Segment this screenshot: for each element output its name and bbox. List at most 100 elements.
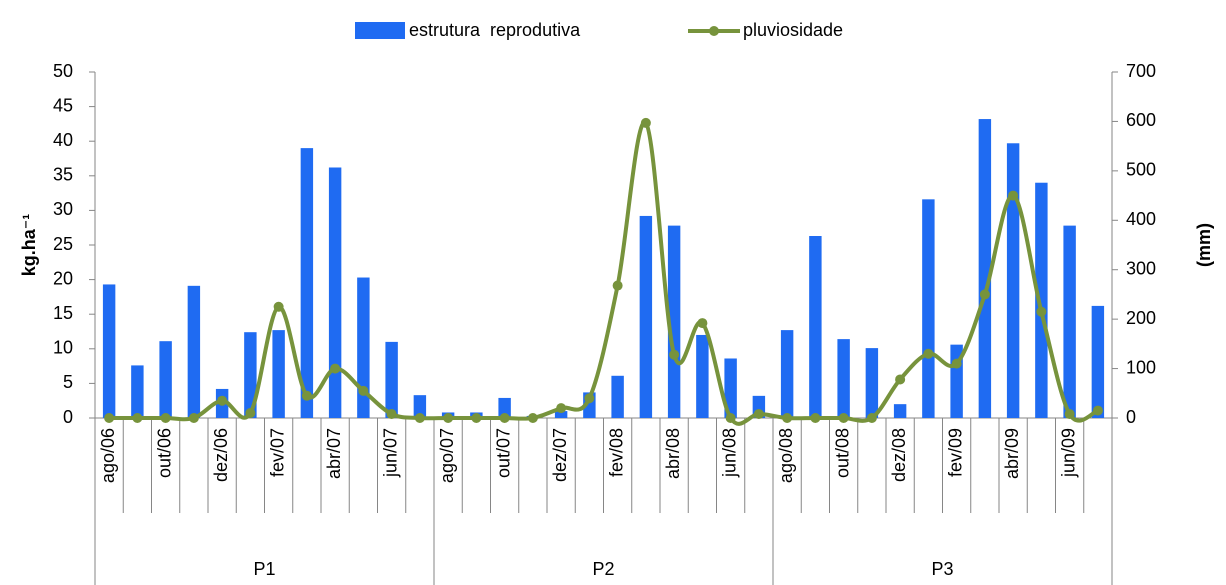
group-label: P1 <box>253 559 275 579</box>
x-tick-label: abr/09 <box>1002 428 1022 479</box>
bar <box>300 148 314 418</box>
line-marker <box>697 318 708 329</box>
line-marker <box>527 413 538 423</box>
x-tick-label: dez/06 <box>211 428 231 482</box>
y-axis-label: kg.ha⁻¹ <box>19 214 39 277</box>
y-tick-label: 35 <box>53 165 73 185</box>
line-marker <box>386 409 397 420</box>
line-marker <box>414 413 425 423</box>
y-tick-label: 15 <box>53 303 73 323</box>
bar <box>978 119 992 418</box>
y2-tick-label: 200 <box>1126 308 1156 328</box>
line-marker <box>725 413 736 423</box>
x-tick-label: out/06 <box>154 428 174 478</box>
line-marker <box>443 413 454 423</box>
line-marker <box>132 413 143 423</box>
y2-tick-label: 400 <box>1126 209 1156 229</box>
y-tick-label: 45 <box>53 95 73 115</box>
bar <box>328 167 342 418</box>
x-tick-label: jun/09 <box>1058 428 1078 478</box>
line-marker <box>1008 190 1019 201</box>
line-marker <box>669 349 680 360</box>
x-tick-label: out/08 <box>832 428 852 478</box>
y-tick-label: 40 <box>53 130 73 150</box>
legend-label: estrutura reprodutiva <box>409 20 581 40</box>
legend-swatch <box>355 22 405 39</box>
line-marker <box>810 413 821 423</box>
bar <box>385 341 398 418</box>
bar <box>1006 143 1020 418</box>
line-marker <box>499 413 510 423</box>
line-marker <box>895 374 906 385</box>
line-marker <box>160 413 171 423</box>
y-tick-label: 0 <box>63 407 73 427</box>
line-marker <box>782 413 793 423</box>
x-tick-label: jun/08 <box>719 428 739 478</box>
bar <box>554 411 568 418</box>
line-marker <box>217 395 228 406</box>
y2-tick-label: 600 <box>1126 110 1156 130</box>
bar <box>865 348 879 418</box>
bar <box>667 225 681 418</box>
y2-tick-label: 700 <box>1126 61 1156 81</box>
line-marker <box>104 413 115 423</box>
x-tick-label: abr/08 <box>663 428 683 479</box>
y-tick-label: 25 <box>53 234 73 254</box>
line-marker <box>838 413 849 423</box>
bar <box>780 330 794 418</box>
line-marker <box>1064 409 1075 420</box>
bar <box>837 339 850 418</box>
y2-tick-label: 300 <box>1126 258 1156 278</box>
bar <box>893 404 907 418</box>
x-tick-label: out/07 <box>493 428 513 478</box>
line-marker <box>556 403 567 414</box>
x-tick-label: fev/08 <box>606 428 626 477</box>
bar <box>187 285 201 418</box>
x-tick-label: jun/07 <box>380 428 400 478</box>
line-marker <box>640 117 651 128</box>
line-marker <box>753 409 764 420</box>
bar <box>357 277 370 418</box>
bar <box>724 358 737 418</box>
group-label: P2 <box>592 559 614 579</box>
y2-tick-label: 100 <box>1126 357 1156 377</box>
line-marker <box>301 390 312 401</box>
bar <box>272 330 285 418</box>
line-marker <box>979 289 990 300</box>
y2-tick-label: 0 <box>1126 407 1136 427</box>
legend-swatch-marker <box>709 26 719 36</box>
line-marker <box>612 280 623 291</box>
line-marker <box>330 363 341 374</box>
y-tick-label: 10 <box>53 338 73 358</box>
x-tick-label: abr/07 <box>324 428 344 479</box>
bar <box>1063 225 1076 418</box>
line-marker <box>273 301 284 312</box>
bar <box>1035 182 1048 418</box>
y-tick-label: 30 <box>53 199 73 219</box>
line-marker <box>245 408 256 419</box>
x-tick-label: dez/07 <box>550 428 570 482</box>
line-marker <box>188 413 199 423</box>
group-label: P3 <box>931 559 953 579</box>
bar <box>611 375 624 418</box>
bar <box>922 199 935 418</box>
legend-label: pluviosidade <box>743 20 843 40</box>
line-marker <box>866 413 877 423</box>
x-tick-label: fev/07 <box>267 428 287 477</box>
y-tick-label: 20 <box>53 268 73 288</box>
line-marker <box>1092 405 1103 416</box>
y2-axis-label: (mm) <box>1194 223 1214 267</box>
line-marker <box>923 348 934 359</box>
x-tick-label: dez/08 <box>889 428 909 482</box>
line-marker <box>471 413 482 423</box>
bar <box>244 332 257 418</box>
line <box>109 120 1099 426</box>
y2-tick-label: 500 <box>1126 160 1156 180</box>
line-marker <box>584 393 595 404</box>
line-marker <box>951 358 962 369</box>
bar <box>131 365 144 418</box>
bar <box>1091 305 1105 418</box>
bar <box>498 397 511 418</box>
x-tick-label: ago/06 <box>98 428 118 483</box>
